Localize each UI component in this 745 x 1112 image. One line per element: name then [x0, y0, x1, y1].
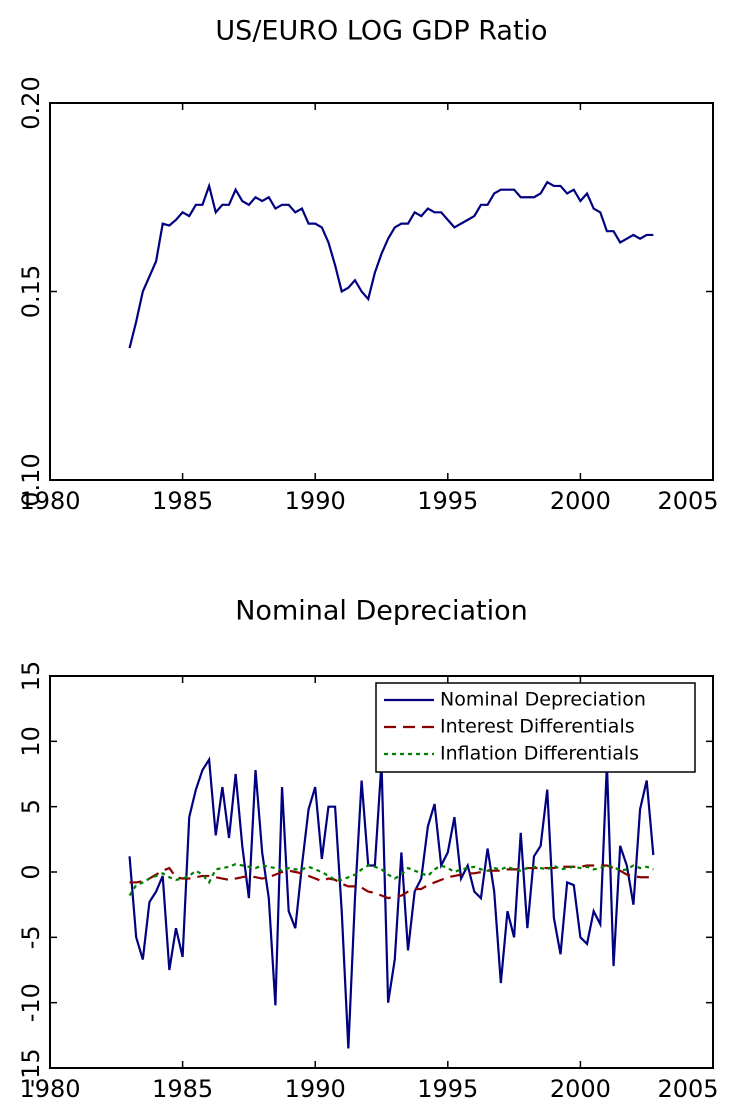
y-tick-label: -10	[17, 983, 45, 1022]
x-tick-label: 2000	[550, 1075, 611, 1103]
x-tick-label: 1980	[19, 1075, 80, 1103]
plot-frame	[49, 102, 714, 481]
data-line	[128, 863, 654, 897]
data-line	[129, 864, 654, 900]
x-tick-label: 1995	[417, 487, 478, 515]
legend-label: Nominal Depreciation	[440, 689, 646, 711]
x-tick-label: 2000	[550, 487, 611, 515]
y-tick-label: 5	[17, 799, 45, 814]
y-tick-label: 0.10	[17, 453, 45, 506]
y-tick-label: -5	[17, 925, 45, 949]
y-tick-label: -15	[17, 1048, 45, 1087]
x-tick-label: 1985	[152, 487, 213, 515]
x-tick-label: 1990	[285, 487, 346, 515]
legend-label: Interest Differentials	[440, 716, 635, 738]
data-line	[128, 756, 655, 1049]
x-tick-label: 1995	[417, 1075, 478, 1103]
chart: Nominal Depreciation 1980 1985 1990 1995 2000…	[17, 596, 719, 1104]
chart-title: Nominal Depreciation	[235, 596, 528, 627]
y-tick-label: 0	[17, 864, 45, 879]
x-tick-label: 1980	[19, 487, 80, 515]
y-tick-label: 0.20	[17, 76, 45, 129]
x-tick-label: 1990	[285, 1075, 346, 1103]
y-tick-label: 15	[17, 661, 45, 692]
chart: US/EURO LOG GDP Ratio 1980 1985 1990 1995 200…	[17, 16, 719, 516]
chart-title: US/EURO LOG GDP Ratio	[215, 16, 547, 47]
data-line	[128, 180, 654, 349]
y-tick-label: 10	[17, 726, 45, 757]
legend-label: Inflation Differentials	[440, 743, 639, 765]
x-tick-label: 2005	[657, 1075, 718, 1103]
x-tick-label: 2005	[657, 487, 718, 515]
y-tick-label: 0.15	[17, 265, 45, 318]
x-tick-label: 1985	[152, 1075, 213, 1103]
